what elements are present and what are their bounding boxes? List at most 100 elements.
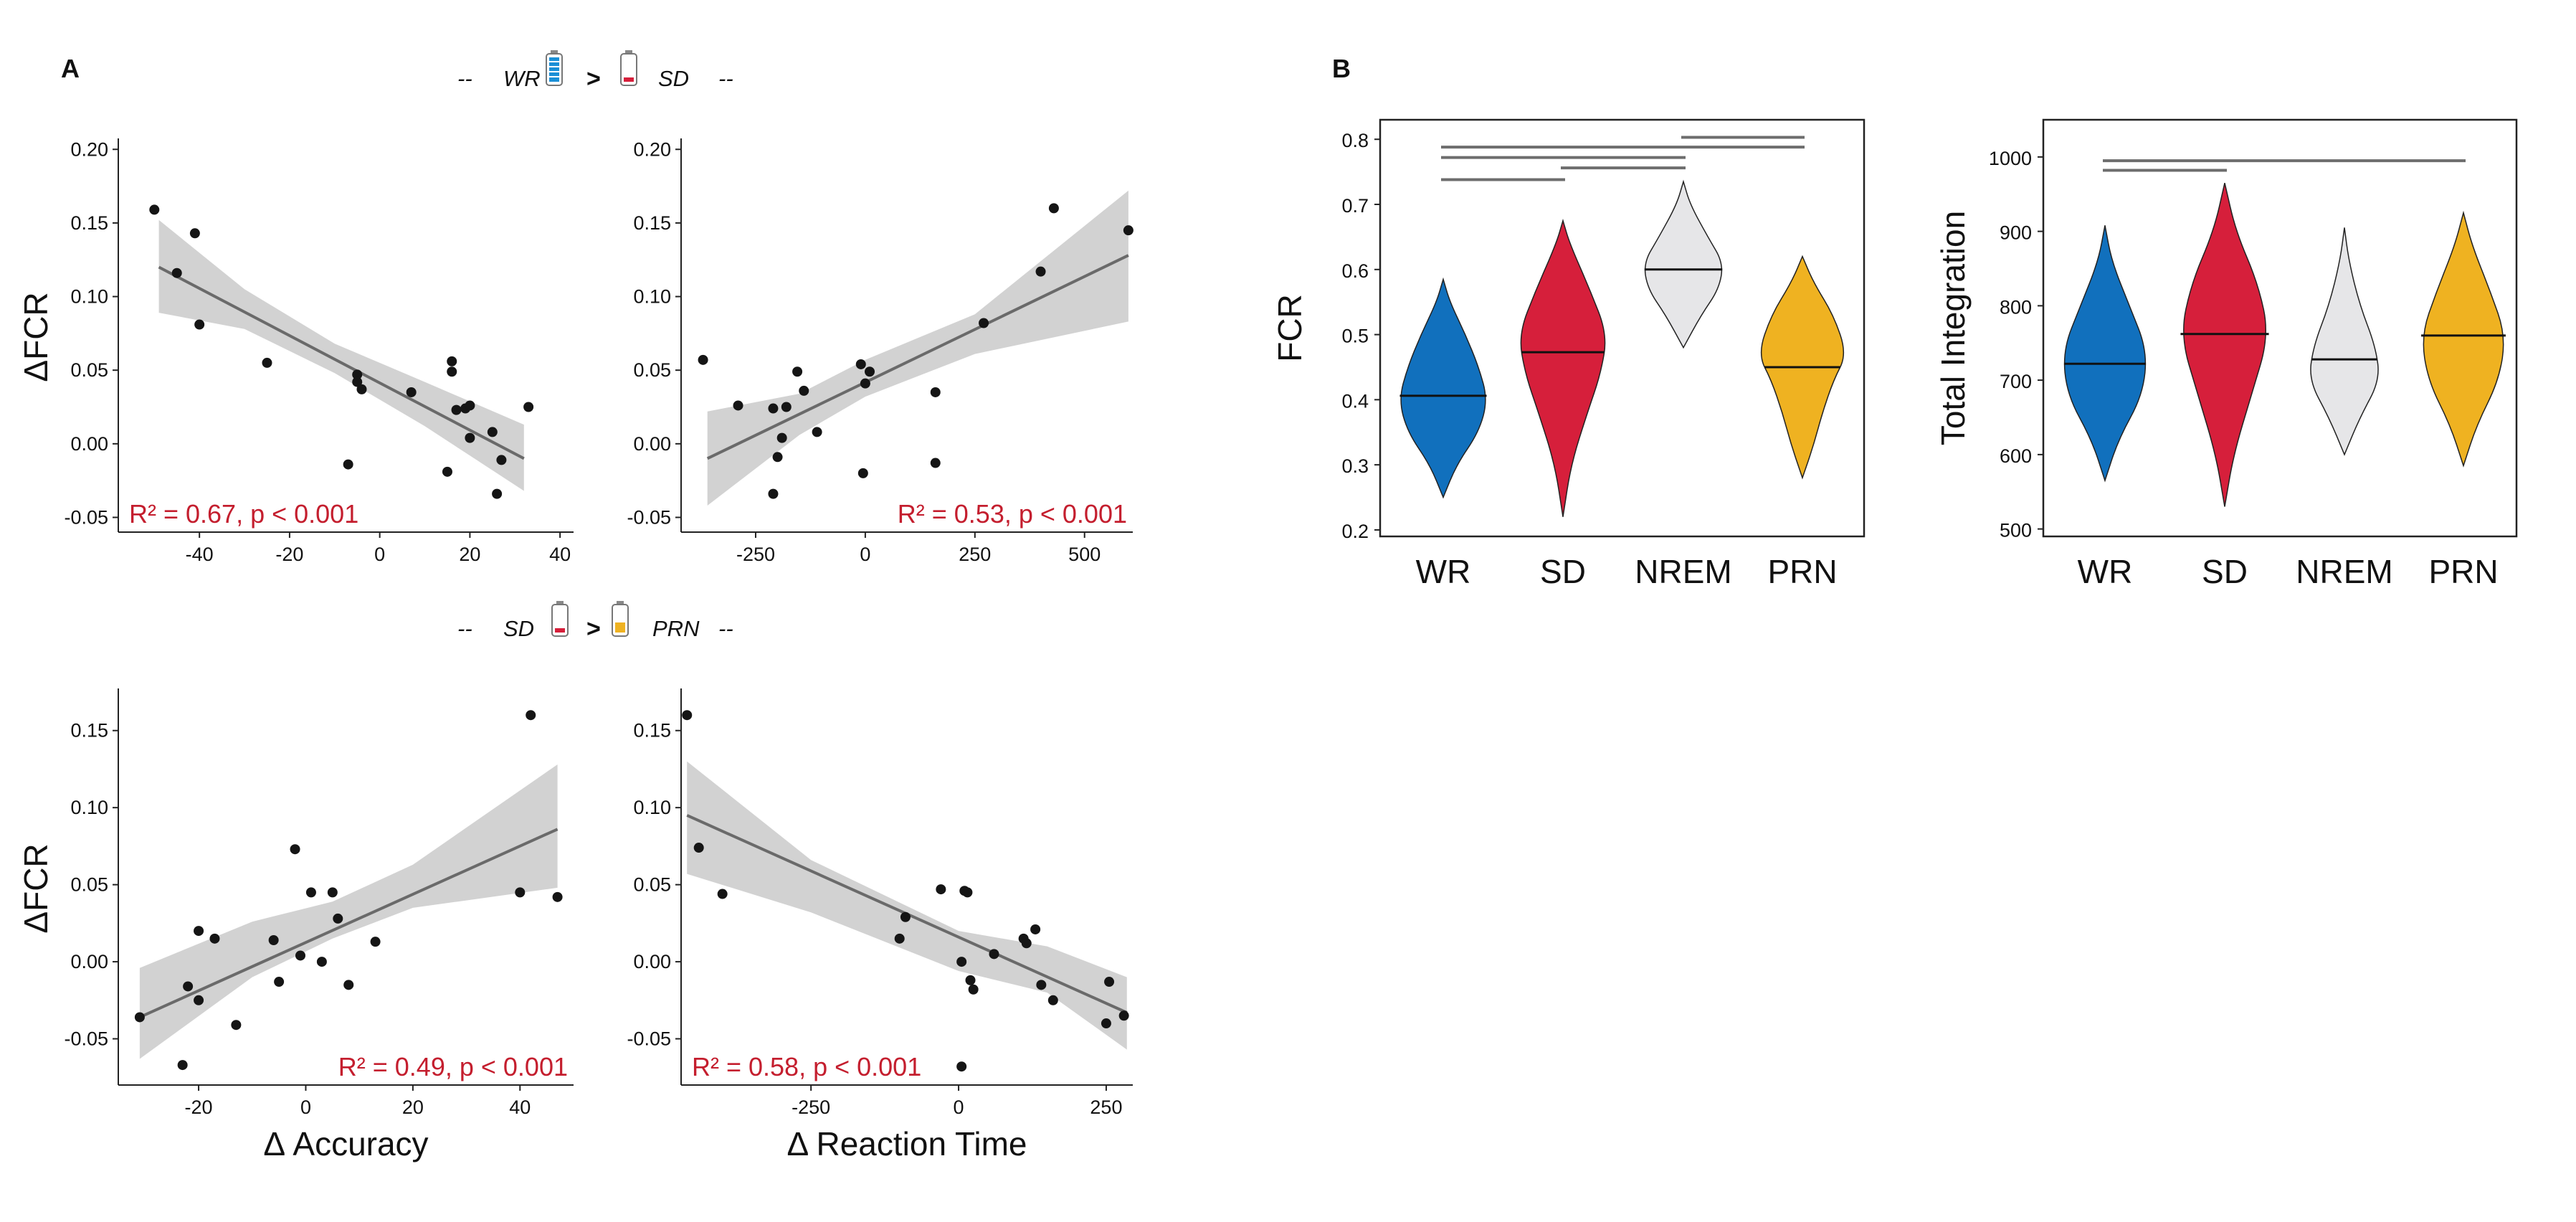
- comparison-operator: >: [586, 615, 601, 643]
- x-tick-label: 20: [402, 1097, 424, 1118]
- violin-total-integration: 500 600 700 800 900 1000 Total Integration WR SD…: [1934, 118, 2518, 590]
- x-tick-label: -20: [185, 1097, 213, 1118]
- data-point: [356, 384, 367, 394]
- plot-frame: [1379, 118, 1866, 538]
- x-tick-label: 40: [549, 544, 571, 565]
- data-point: [515, 887, 526, 898]
- data-point: [930, 387, 941, 397]
- data-point: [682, 710, 693, 721]
- data-point: [1123, 225, 1133, 236]
- data-point: [343, 980, 354, 990]
- data-point: [865, 366, 875, 377]
- violin-prn: [2423, 210, 2504, 468]
- x-category-label: NREM: [1635, 553, 1731, 590]
- y-tick-label: 800: [2000, 296, 2032, 318]
- data-point: [316, 957, 327, 967]
- battery-full-icon: [546, 50, 563, 86]
- y-axis-title: ΔFCR: [17, 292, 54, 382]
- confidence-band: [707, 190, 1128, 506]
- battery-low-icon: [620, 50, 637, 86]
- violin-nrem: [1644, 179, 1723, 349]
- stat-annotation: R² = 0.67, p < 0.001: [129, 499, 358, 529]
- x-tick-label: 0: [300, 1097, 311, 1118]
- data-point: [962, 887, 973, 898]
- y-tick-label: 0.10: [70, 286, 108, 308]
- data-point: [523, 402, 534, 412]
- data-point: [768, 403, 779, 414]
- y-tick-label: -0.05: [64, 506, 108, 528]
- data-point: [465, 400, 475, 411]
- x-tick-label: 0: [860, 544, 870, 565]
- x-axis-title: Δ Accuracy: [263, 1125, 428, 1162]
- y-tick-label: 0.00: [633, 951, 671, 972]
- data-point: [327, 887, 338, 898]
- data-point: [526, 710, 536, 721]
- y-tick-label: 0.8: [1341, 130, 1369, 151]
- x-category-label: NREM: [2296, 553, 2392, 590]
- confidence-band: [139, 764, 558, 1059]
- y-tick-label: 0.2: [1341, 521, 1369, 542]
- data-point: [900, 911, 911, 922]
- y-tick-label: 0.10: [633, 286, 671, 308]
- data-point: [231, 1020, 242, 1031]
- x-tick-label: -20: [275, 544, 303, 565]
- data-point: [956, 957, 967, 967]
- data-point: [183, 981, 194, 992]
- y-tick-label: 0.05: [633, 359, 671, 381]
- data-point: [492, 488, 503, 499]
- data-point: [189, 228, 200, 239]
- data-point: [442, 466, 452, 477]
- x-tick-label: -250: [736, 544, 775, 565]
- x-tick-label: 0: [954, 1097, 964, 1118]
- y-tick-label: 0.00: [70, 433, 108, 455]
- x-tick-label: -40: [186, 544, 214, 565]
- data-point: [295, 950, 305, 961]
- stat-annotation: R² = 0.49, p < 0.001: [338, 1052, 568, 1081]
- x-category-label: WR: [1416, 553, 1471, 590]
- data-point: [333, 913, 343, 924]
- battery-low-icon: [551, 601, 569, 637]
- data-point: [698, 354, 708, 365]
- data-point: [352, 369, 363, 380]
- data-point: [894, 933, 905, 944]
- confidence-band: [687, 761, 1127, 1050]
- data-point: [733, 400, 743, 411]
- data-point: [447, 356, 457, 366]
- data-point: [447, 366, 457, 377]
- data-point: [171, 267, 182, 278]
- scatter-accuracy-wr-sd: -0.05 0.00 0.05 0.10 0.15 0.20 -40 -20 0 20 40 ΔFCR…: [17, 138, 574, 565]
- y-tick-label: 0.7: [1341, 195, 1369, 217]
- data-point: [552, 891, 563, 902]
- data-point: [262, 357, 272, 368]
- y-tick-label: 0.10: [633, 797, 671, 818]
- data-point: [979, 318, 989, 328]
- data-point: [860, 378, 870, 389]
- data-point: [792, 366, 803, 377]
- data-point: [451, 404, 462, 415]
- comparison-left-label: SD: [503, 616, 534, 641]
- violin-sd: [1520, 219, 1606, 517]
- y-tick-label: 0.20: [633, 138, 671, 160]
- data-point: [812, 427, 822, 437]
- x-tick-label: 250: [959, 544, 991, 565]
- y-axis-title: Total Integration: [1934, 211, 1972, 445]
- data-point: [968, 984, 979, 995]
- panel-label-a: A: [61, 54, 80, 83]
- violin-fcr: 0.2 0.3 0.4 0.5 0.6 0.7 0.8 FCR WR SD NREM PRN: [1271, 118, 1866, 590]
- violin-wr: [2063, 225, 2147, 483]
- data-point: [343, 459, 353, 470]
- data-point: [936, 884, 946, 895]
- data-point: [134, 1012, 145, 1023]
- y-tick-label: 1000: [1989, 148, 2032, 169]
- data-point: [370, 937, 381, 947]
- y-tick-label: -0.05: [627, 506, 671, 528]
- x-category-label: PRN: [2428, 553, 2498, 590]
- x-category-label: PRN: [1767, 553, 1837, 590]
- data-point: [194, 926, 204, 937]
- y-tick-label: 500: [2000, 520, 2032, 541]
- scatter-reaction-sd-prn: -0.05 0.00 0.05 0.10 0.15 -250 0 250 Δ Reaction …: [627, 688, 1133, 1162]
- y-tick-label: 0.15: [633, 720, 671, 742]
- x-category-label: WR: [2078, 553, 2133, 590]
- y-tick-label: 0.15: [70, 212, 108, 234]
- data-point: [930, 458, 941, 468]
